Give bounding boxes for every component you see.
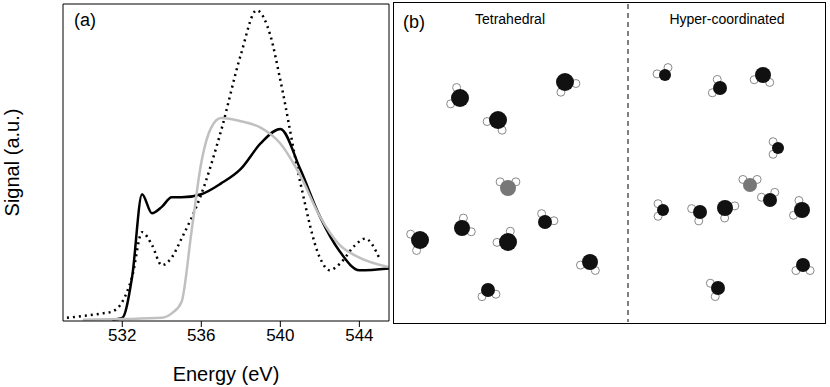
svg-text:532: 532 <box>108 326 136 345</box>
svg-text:Energy (eV): Energy (eV) <box>173 363 280 385</box>
svg-text:(b): (b) <box>403 12 425 32</box>
svg-text:Hyper-coordinated: Hyper-coordinated <box>669 11 784 27</box>
svg-text:540: 540 <box>266 326 294 345</box>
svg-text:536: 536 <box>187 326 215 345</box>
svg-text:544: 544 <box>345 326 373 345</box>
svg-text:Tetrahedral: Tetrahedral <box>475 11 545 27</box>
html-text:(a): (a) <box>74 10 96 30</box>
svg-text:Signal (a.u.): Signal (a.u.) <box>1 109 23 217</box>
